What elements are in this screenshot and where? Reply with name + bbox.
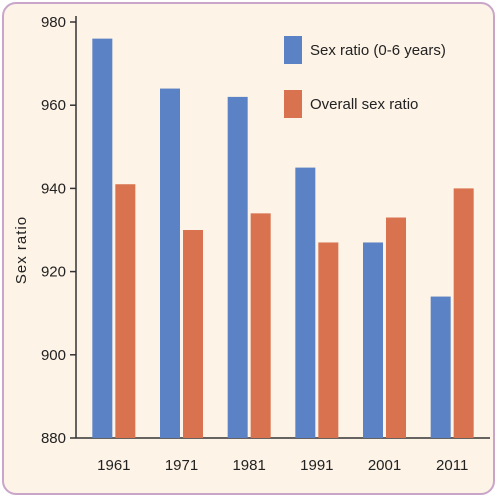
legend-label: Sex ratio (0-6 years) <box>310 42 446 59</box>
legend-swatch <box>284 36 302 64</box>
x-tick-label: 1991 <box>300 457 333 474</box>
legend: Sex ratio (0-6 years) Overall sex ratio <box>284 36 446 118</box>
legend-swatch <box>284 90 302 118</box>
sex-ratio-bar-chart: Sex ratio 880 900 920 940 960 980 1961 1971 198… <box>13 14 490 474</box>
y-tick-label: 980 <box>41 14 66 31</box>
y-axis-ticks: 880 900 920 940 960 980 <box>41 14 76 447</box>
x-tick-label: 1971 <box>165 457 198 474</box>
bars-group <box>92 38 474 438</box>
y-tick-label: 960 <box>41 97 66 114</box>
bar-overall-sex-ratio-2011 <box>453 188 474 438</box>
x-tick-label: 2001 <box>368 457 401 474</box>
x-tick-label: 1981 <box>232 457 265 474</box>
bar-child-sex-ratio-1971 <box>160 88 180 438</box>
y-tick-label: 940 <box>41 180 66 197</box>
bar-child-sex-ratio-1991 <box>295 167 316 438</box>
legend-label: Overall sex ratio <box>310 96 418 113</box>
x-tick-label: 1961 <box>97 457 130 474</box>
x-axis-labels: 1961 1971 1981 1991 2001 2011 <box>97 457 468 474</box>
chart-frame: Sex ratio 880 900 920 940 960 980 1961 1971 198… <box>2 2 495 495</box>
y-tick-label: 880 <box>41 430 66 447</box>
bar-overall-sex-ratio-2001 <box>386 217 406 438</box>
y-axis-title: Sex ratio <box>13 216 30 284</box>
bar-overall-sex-ratio-1971 <box>183 230 203 438</box>
bar-child-sex-ratio-2001 <box>363 242 383 438</box>
y-tick-label: 900 <box>41 347 66 364</box>
y-tick-label: 920 <box>41 264 66 281</box>
bar-child-sex-ratio-1981 <box>227 96 248 438</box>
bar-child-sex-ratio-1961 <box>92 38 113 438</box>
bar-child-sex-ratio-2011 <box>430 296 451 438</box>
x-tick-label: 2011 <box>436 457 468 474</box>
bar-overall-sex-ratio-1991 <box>318 242 339 438</box>
bar-overall-sex-ratio-1981 <box>250 213 271 438</box>
bar-overall-sex-ratio-1961 <box>115 184 136 438</box>
